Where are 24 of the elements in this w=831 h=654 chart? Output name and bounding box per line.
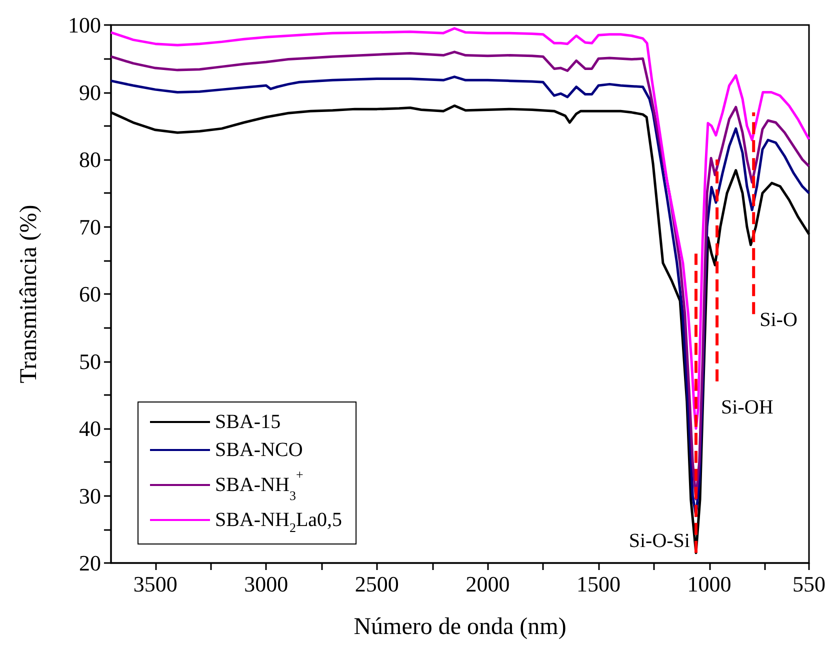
x-tick-label: 1000 [687, 572, 732, 596]
annotation: Si-O-Si [628, 530, 690, 552]
x-tick-label: 550 [792, 572, 826, 596]
y-tick-label: 30 [79, 483, 101, 508]
y-tick-label: 80 [79, 147, 101, 172]
y-tick-label: 50 [79, 348, 101, 374]
legend-label: SBA-NCO [215, 439, 303, 461]
y-axis-title: Transmitância (%) [16, 204, 42, 384]
x-tick-label: 2500 [354, 572, 399, 596]
y-tick-label: 100 [68, 12, 101, 38]
annotation: Si-OH [721, 396, 774, 418]
y-tick-label: 40 [79, 416, 101, 441]
y-tick-label: 60 [79, 282, 101, 306]
y-tick-label: 20 [79, 550, 101, 576]
y-tick-label: 70 [79, 214, 101, 240]
x-tick-label: 3000 [244, 572, 288, 596]
x-tick-label: 2000 [466, 572, 510, 596]
y-tick-label: 90 [79, 80, 101, 105]
x-tick-label: 1500 [576, 572, 620, 596]
legend-label: SBA-15 [215, 411, 281, 433]
line-series [110, 27, 810, 430]
x-axis-title: Número de onda (nm) [354, 614, 566, 640]
annotation: Si-O [760, 309, 798, 332]
x-tick-label: 3500 [133, 572, 178, 596]
